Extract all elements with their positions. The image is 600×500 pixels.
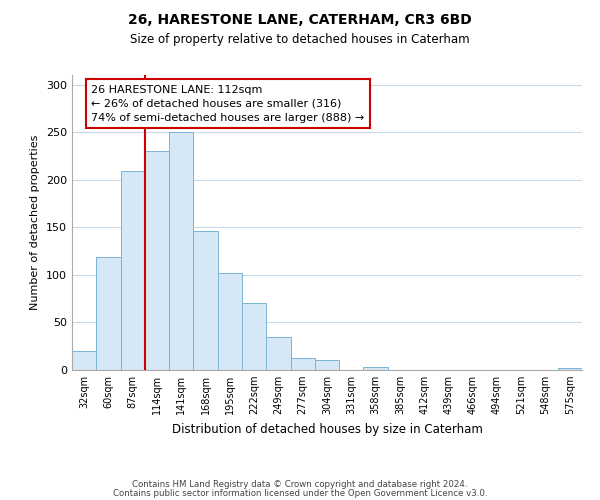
Y-axis label: Number of detached properties: Number of detached properties bbox=[31, 135, 40, 310]
Bar bbox=[169, 132, 193, 370]
Text: 26, HARESTONE LANE, CATERHAM, CR3 6BD: 26, HARESTONE LANE, CATERHAM, CR3 6BD bbox=[128, 12, 472, 26]
X-axis label: Distribution of detached houses by size in Caterham: Distribution of detached houses by size … bbox=[172, 422, 482, 436]
Bar bbox=[558, 368, 582, 370]
Bar bbox=[72, 351, 96, 370]
Bar bbox=[364, 367, 388, 370]
Bar bbox=[266, 336, 290, 370]
Text: Contains HM Land Registry data © Crown copyright and database right 2024.: Contains HM Land Registry data © Crown c… bbox=[132, 480, 468, 489]
Bar bbox=[242, 304, 266, 370]
Text: Size of property relative to detached houses in Caterham: Size of property relative to detached ho… bbox=[130, 32, 470, 46]
Bar bbox=[121, 171, 145, 370]
Bar bbox=[193, 231, 218, 370]
Text: 26 HARESTONE LANE: 112sqm
← 26% of detached houses are smaller (316)
74% of semi: 26 HARESTONE LANE: 112sqm ← 26% of detac… bbox=[91, 84, 365, 122]
Bar bbox=[290, 358, 315, 370]
Bar bbox=[96, 257, 121, 370]
Bar bbox=[315, 360, 339, 370]
Bar bbox=[218, 273, 242, 370]
Bar bbox=[145, 151, 169, 370]
Text: Contains public sector information licensed under the Open Government Licence v3: Contains public sector information licen… bbox=[113, 489, 487, 498]
